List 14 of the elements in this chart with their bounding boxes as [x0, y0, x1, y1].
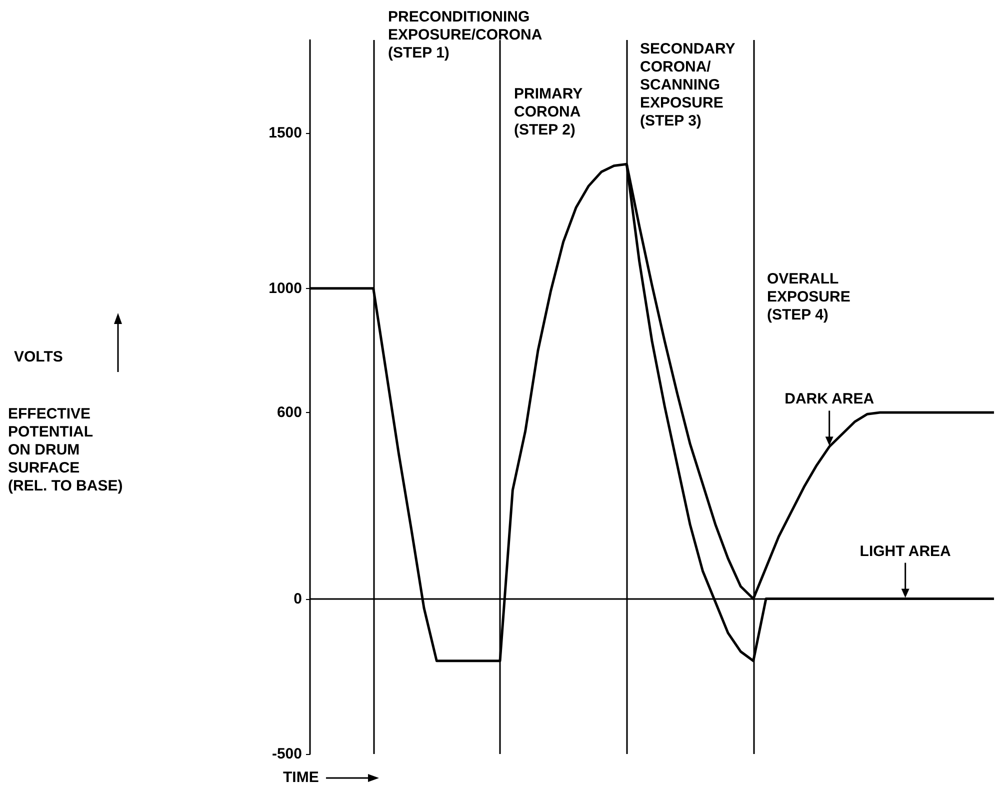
- annotation: PRIMARY CORONA (STEP 2): [514, 86, 583, 138]
- y-tick-label: 1000: [268, 280, 302, 297]
- annotation: SECONDARY CORONA/ SCANNING EXPOSURE (STEP 3): [640, 40, 736, 130]
- text: VOLTS: [14, 348, 63, 366]
- text: LIGHT AREA: [860, 542, 952, 560]
- series-label: DARK AREA: [784, 390, 874, 408]
- annotation: PRECONDITIONING EXPOSURE/CORONA (STEP 1): [388, 8, 542, 62]
- y-tick-label: 600: [276, 404, 302, 422]
- y-tick-label: -500: [272, 746, 302, 762]
- y-tick-label: 1500: [268, 124, 302, 142]
- annotation: OVERALL EXPOSURE (STEP 4): [767, 270, 850, 324]
- x-axis-title: TIME: [283, 769, 319, 786]
- y-tick-label: 0: [294, 590, 302, 608]
- text: EFFECTIVE POTENTIAL ON DRUM SURFACE (REL. TO BASE): [8, 406, 123, 494]
